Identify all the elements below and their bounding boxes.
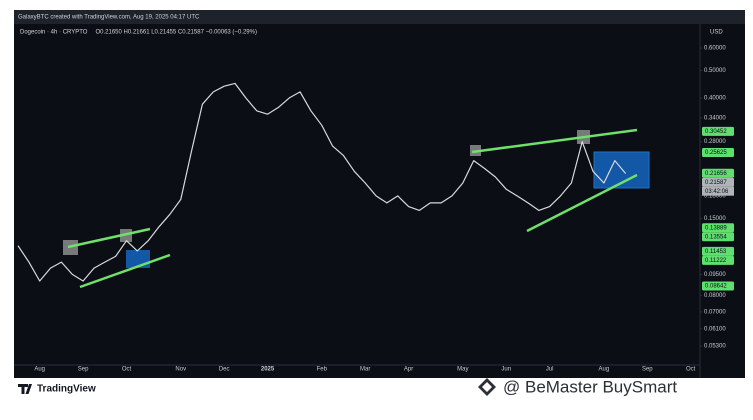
price-tag: 0.13554: [702, 232, 734, 242]
price-tag-box: [702, 168, 734, 178]
trend-line: [79, 253, 171, 289]
price-tag-box: [702, 232, 734, 242]
trend-line: [526, 173, 638, 233]
x-tick-label: Sep: [642, 367, 653, 373]
price-tag-label: 0.13889: [705, 225, 727, 231]
watermark-group: @ BeMaster BuySmart: [478, 377, 677, 396]
price-tag: 0.13889: [702, 223, 734, 233]
y-tick-label: 0.08000: [704, 293, 726, 299]
price-tag: 0.21587: [702, 177, 734, 187]
price-tag: 0.08642: [702, 281, 734, 291]
x-tick-label: Nov: [175, 367, 186, 373]
price-tag: 0.30452: [702, 126, 734, 136]
branding: TradingView: [18, 384, 96, 395]
branding-text: TradingView: [37, 384, 96, 395]
price-tag-label: 0.25625: [705, 150, 727, 156]
x-tick-label: Dec: [219, 367, 230, 373]
y-tick-label: 0.40000: [704, 95, 726, 101]
price-tag-box: [702, 177, 734, 187]
watermark: @ BeMaster BuySmart: [503, 377, 677, 396]
credit: GalaxyBTC created with TradingView.com, …: [18, 15, 200, 21]
y-tick-label: 0.05300: [704, 344, 726, 350]
price-tag-label: 0.30452: [705, 129, 727, 135]
price-tag: 0.25625: [702, 148, 734, 158]
y-tick-label: 0.34000: [704, 115, 726, 121]
ohlc: O0.21650 H0.21661 L0.21455 C0.21587 −0.0…: [95, 30, 256, 36]
y-tick-label: 0.50000: [704, 68, 726, 74]
countdown: 03:42:06: [705, 189, 729, 195]
currency: USD: [710, 30, 723, 36]
x-tick-label: Aug: [34, 367, 45, 373]
x-tick-label: Mar: [360, 367, 370, 373]
x-tick-label: Sep: [78, 367, 89, 373]
x-tick-label: May: [457, 367, 468, 373]
price-tag: 0.11222: [702, 255, 734, 265]
x-tick-label: Apr: [404, 367, 413, 373]
price-tag-label: 0.21587: [705, 180, 727, 186]
y-tick-label: 0.60000: [704, 46, 726, 52]
price-tag-label: 0.11453: [705, 249, 727, 255]
watermark-icon: [478, 378, 496, 396]
price-tag-label: 0.08642: [705, 284, 727, 290]
y-tick-label: 0.09500: [704, 272, 726, 278]
price-tag-box: [702, 246, 734, 256]
x-tick-label: Feb: [317, 367, 328, 373]
y-tick-label: 0.28000: [704, 139, 726, 145]
price-tag-box: [702, 281, 734, 291]
price-tag: 0.11453: [702, 246, 734, 256]
x-tick-label: Aug: [599, 367, 610, 373]
countdown-box: [702, 186, 734, 196]
x-tick-label: 2025: [261, 367, 275, 373]
price-tag-label: 0.21656: [705, 171, 727, 177]
chart-background: [14, 10, 745, 378]
price-tag-box: [702, 255, 734, 265]
price-line: [17, 82, 627, 282]
price-tag-label: 0.13554: [705, 234, 727, 240]
y-tick-label: 0.18000: [704, 193, 726, 199]
y-tick-label: 0.15000: [704, 216, 726, 222]
price-tag-box: [702, 223, 734, 233]
y-tick-label: 0.07000: [704, 309, 726, 315]
price-tag-box: [702, 148, 734, 158]
x-tick-label: Oct: [686, 367, 696, 373]
credit-bar: [14, 10, 745, 24]
symbol-title: Dogecoin · 4h · CRYPTO: [20, 30, 88, 36]
y-tick-label: 0.06100: [704, 326, 726, 332]
logo-mark: [18, 384, 32, 394]
x-tick-label: Oct: [122, 367, 132, 373]
x-tick-label: Jul: [546, 367, 554, 373]
price-tag-box: [702, 126, 734, 136]
price-tag: 0.21656: [702, 168, 734, 178]
x-tick-label: Jun: [501, 367, 511, 373]
price-tag-label: 0.11222: [705, 258, 727, 264]
trend-line: [67, 227, 151, 249]
trend-line: [471, 128, 638, 154]
